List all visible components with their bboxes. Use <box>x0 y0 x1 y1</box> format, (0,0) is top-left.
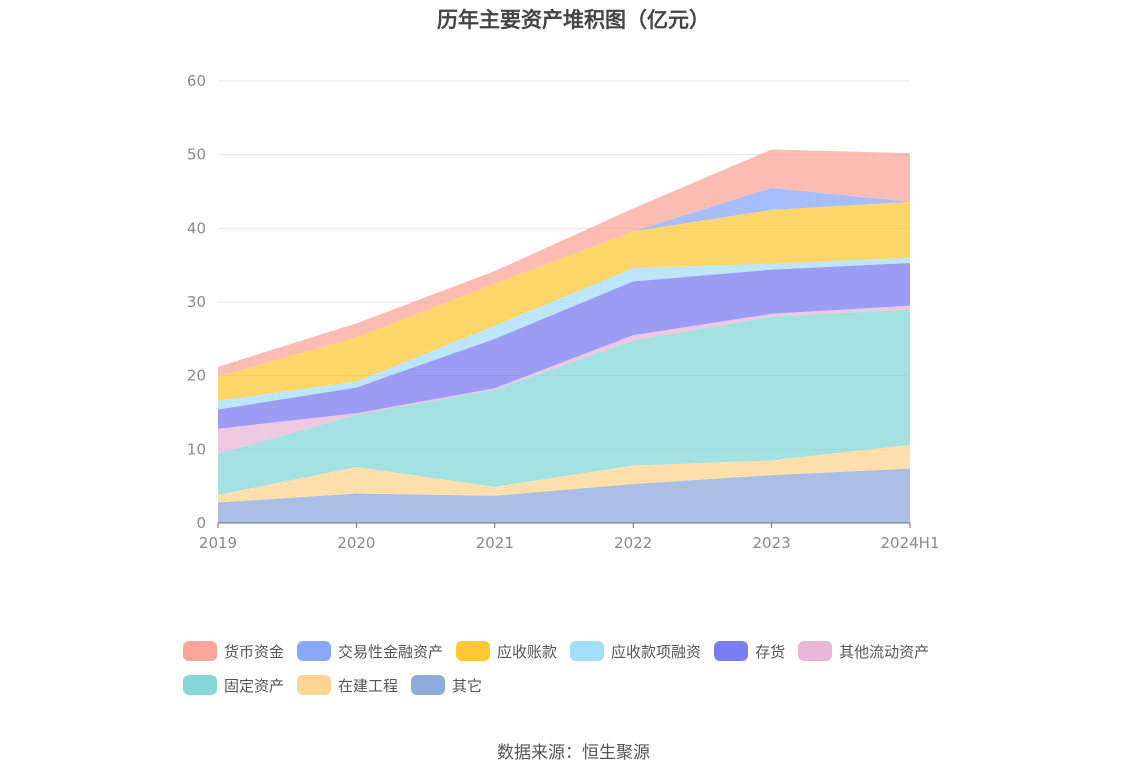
legend-swatch <box>798 641 833 661</box>
x-axis-labels: 2019 2020 2021 2022 2023 2024H1 <box>199 534 940 552</box>
area-series-8[interactable] <box>218 149 910 377</box>
y-tick-label: 20 <box>187 367 206 385</box>
area-series-1[interactable] <box>218 444 910 503</box>
legend-swatch <box>714 641 749 661</box>
y-tick-label: 10 <box>187 440 206 458</box>
legend-item[interactable]: 在建工程 <box>297 674 398 696</box>
legend-label: 存货 <box>755 642 786 661</box>
x-tick-label: 2020 <box>337 534 375 552</box>
legend-swatch <box>183 641 217 661</box>
legend-row: 货币资金 交易性金融资产 应收账款 应收款项融资 存货 其他流动资产 <box>183 640 1003 662</box>
legend-swatch <box>570 641 605 661</box>
legend-swatch <box>297 675 332 695</box>
legend-item[interactable]: 应收款项融资 <box>570 640 701 662</box>
legend-label: 固定资产 <box>224 676 285 695</box>
legend-label: 在建工程 <box>338 676 399 695</box>
legend-item[interactable]: 货币资金 <box>183 640 284 662</box>
stacked-area-chart: 0 10 20 30 40 50 60 2019 2020 2021 2022 2023 2024H1 <box>187 72 940 552</box>
legend-swatch <box>297 641 332 661</box>
legend-swatch <box>411 675 446 695</box>
x-axis <box>217 522 911 528</box>
x-tick-label: 2024H1 <box>881 534 940 552</box>
legend-swatch <box>183 675 217 695</box>
y-axis-labels: 0 10 20 30 40 50 60 <box>187 72 206 532</box>
x-tick-label: 2023 <box>753 534 791 552</box>
y-tick-label: 0 <box>196 514 206 532</box>
legend-label: 应收款项融资 <box>611 642 702 661</box>
legend-item[interactable]: 固定资产 <box>183 674 284 696</box>
y-tick-label: 30 <box>187 293 206 311</box>
data-source: 数据来源：恒生聚源 <box>497 743 650 763</box>
y-tick-label: 50 <box>187 146 206 164</box>
legend-item[interactable]: 存货 <box>714 640 785 662</box>
area-series-2[interactable] <box>218 309 910 496</box>
area-series-5[interactable] <box>218 257 910 410</box>
area-series <box>218 149 910 523</box>
legend-label: 应收账款 <box>497 642 558 661</box>
area-series-6[interactable] <box>218 201 910 401</box>
y-tick-label: 60 <box>187 72 206 90</box>
x-tick-label: 2019 <box>199 534 237 552</box>
x-tick-label: 2022 <box>614 534 652 552</box>
legend-swatch <box>456 641 491 661</box>
legend-item[interactable]: 其他流动资产 <box>798 640 929 662</box>
legend: 货币资金 交易性金融资产 应收账款 应收款项融资 存货 其他流动资产固定资产 在建工程 其它 <box>183 640 1003 708</box>
legend-label: 交易性金融资产 <box>338 642 444 661</box>
legend-row: 固定资产 在建工程 其它 <box>183 674 1003 696</box>
y-tick-label: 40 <box>187 219 206 237</box>
chart-title: 历年主要资产堆积图（亿元） <box>437 8 710 32</box>
legend-item[interactable]: 其它 <box>411 674 482 696</box>
legend-label: 其它 <box>452 676 483 695</box>
legend-item[interactable]: 交易性金融资产 <box>297 640 443 662</box>
x-tick-label: 2021 <box>476 534 514 552</box>
legend-label: 货币资金 <box>224 642 285 661</box>
legend-item[interactable]: 应收账款 <box>456 640 557 662</box>
area-series-0[interactable] <box>218 468 910 523</box>
legend-label: 其他流动资产 <box>839 642 930 661</box>
area-series-4[interactable] <box>218 262 910 429</box>
